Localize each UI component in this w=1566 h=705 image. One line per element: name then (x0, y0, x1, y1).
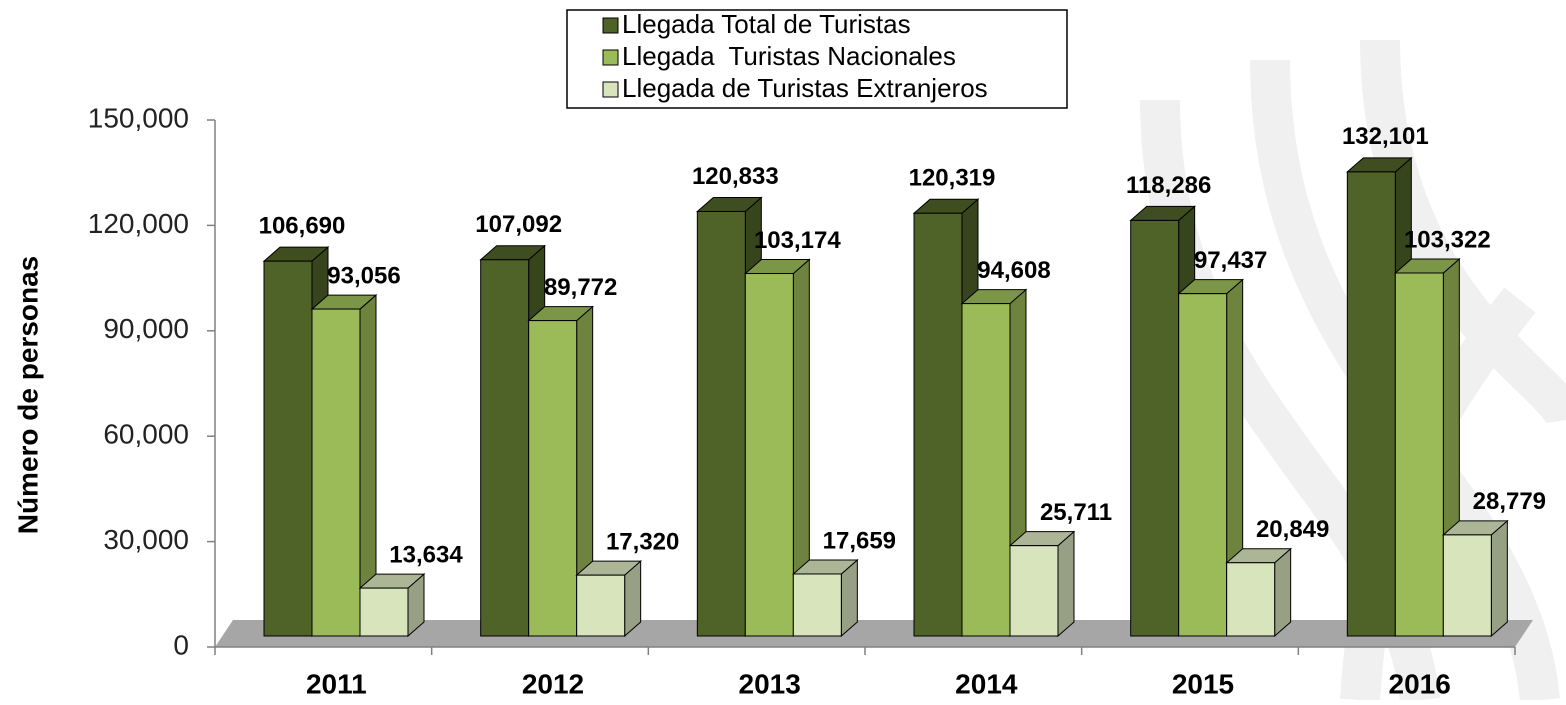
data-label: 17,659 (823, 527, 896, 554)
data-label: 120,833 (692, 163, 779, 190)
x-tick-label: 2012 (522, 668, 584, 699)
bar (792, 573, 842, 637)
y-tick-label: 0 (173, 629, 189, 660)
x-tick-label: 2016 (1389, 668, 1451, 699)
legend-swatch (602, 49, 619, 66)
bar-side (1490, 519, 1508, 638)
x-tick-label: 2013 (739, 668, 801, 699)
bar (576, 574, 626, 637)
data-label: 25,711 (1040, 499, 1112, 526)
data-label: 106,690 (259, 213, 346, 240)
x-tick-label: 2015 (1172, 668, 1234, 699)
data-label: 118,286 (1126, 172, 1211, 199)
y-tick-label: 60,000 (103, 419, 189, 450)
y-tick-label: 30,000 (103, 524, 189, 555)
y-axis-title: Número de personas (12, 256, 43, 535)
y-tick-label: 120,000 (88, 208, 189, 239)
data-label: 120,319 (909, 165, 996, 192)
bar (263, 260, 313, 637)
bar (359, 587, 409, 637)
bar (311, 308, 361, 637)
bar-side (1274, 547, 1292, 638)
legend-box (566, 9, 1068, 109)
data-label: 103,174 (754, 227, 841, 254)
bar (744, 273, 794, 637)
data-label: 20,849 (1256, 516, 1329, 543)
data-label: 103,322 (1404, 226, 1491, 253)
bar (1178, 293, 1228, 637)
bar-side (1057, 530, 1075, 638)
data-label: 17,320 (606, 528, 679, 555)
data-label: 132,101 (1342, 123, 1429, 150)
bar (696, 210, 746, 637)
legend-label: Llegada de Turistas Extranjeros (622, 73, 988, 103)
bar (1009, 545, 1059, 637)
data-label: 28,779 (1473, 488, 1546, 515)
data-label: 89,772 (544, 274, 617, 301)
data-label: 93,056 (327, 262, 400, 289)
bar (913, 212, 963, 637)
data-label: 94,608 (977, 257, 1050, 284)
bar (1226, 562, 1276, 637)
data-label: 13,634 (389, 541, 463, 568)
x-tick-label: 2014 (955, 668, 1018, 699)
bar (961, 303, 1011, 637)
bar (480, 259, 530, 637)
bar (528, 320, 578, 637)
bar (1394, 272, 1444, 637)
y-tick-label: 90,000 (103, 313, 189, 344)
data-label: 97,437 (1194, 247, 1267, 274)
y-tick-label: 150,000 (88, 102, 189, 133)
bar (1130, 219, 1180, 637)
legend-label: Llegada Turistas Nacionales (622, 41, 956, 71)
legend-swatch (602, 17, 619, 34)
legend-swatch (602, 81, 619, 98)
legend-label: Llegada Total de Turistas (622, 9, 911, 39)
data-label: 107,092 (475, 211, 562, 238)
x-tick-label: 2011 (306, 668, 367, 699)
bar (1346, 171, 1396, 637)
bar (1442, 534, 1492, 637)
